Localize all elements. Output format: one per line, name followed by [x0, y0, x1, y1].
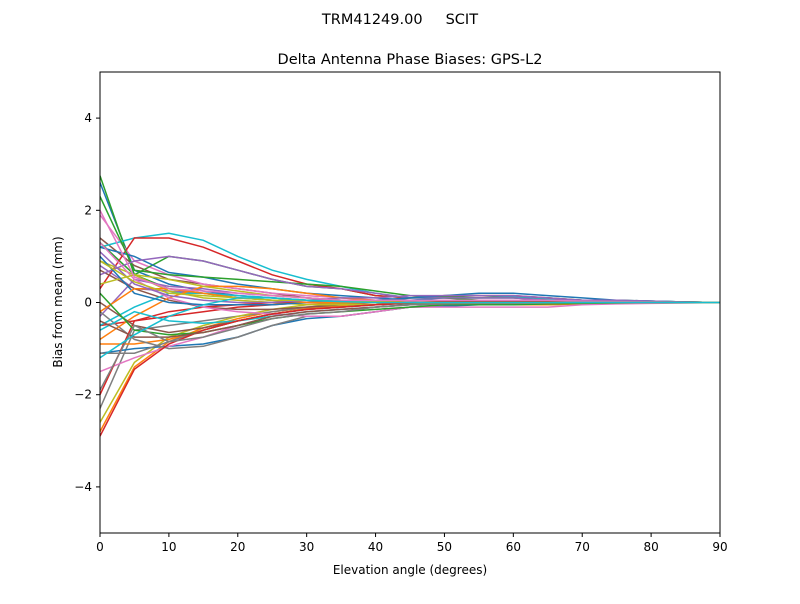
- y-tick-label: 0: [84, 296, 92, 310]
- series-lines: [100, 175, 720, 437]
- y-tick-label: −4: [74, 480, 92, 494]
- x-tick-label: 80: [643, 540, 658, 554]
- series-line-s3: [100, 175, 720, 304]
- x-tick-label: 40: [368, 540, 383, 554]
- series-line-s40: [100, 297, 720, 359]
- chart-title: Delta Antenna Phase Biases: GPS-L2: [278, 52, 543, 68]
- y-axis: −4 −2 0 2 4: [74, 111, 100, 494]
- series-line-s24: [100, 301, 720, 396]
- series-line-s23: [100, 196, 720, 304]
- series-line-s35: [100, 251, 720, 304]
- y-axis-label: Bias from mean (mm): [51, 236, 65, 367]
- x-tick-label: 20: [230, 540, 245, 554]
- x-tick-label: 0: [96, 540, 104, 554]
- series-line-s37: [100, 209, 720, 304]
- x-tick-label: 70: [575, 540, 590, 554]
- x-tick-label: 90: [712, 540, 727, 554]
- figure-suptitle: TRM41249.00 SCIT: [321, 12, 478, 28]
- y-tick-label: 4: [84, 111, 92, 125]
- series-line-s9: [100, 301, 720, 423]
- y-tick-label: −2: [74, 388, 92, 402]
- series-line-s8: [100, 301, 720, 409]
- x-axis: 0 10 20 30 40 50 60 70 80 90: [96, 533, 728, 554]
- series-line-s34: [100, 300, 720, 437]
- y-tick-label: 2: [84, 203, 92, 217]
- series-line-s28: [100, 301, 720, 354]
- series-line-s11: [100, 301, 720, 354]
- x-tick-label: 10: [161, 540, 176, 554]
- x-axis-label: Elevation angle (degrees): [333, 563, 487, 577]
- x-tick-label: 30: [299, 540, 314, 554]
- x-tick-label: 50: [437, 540, 452, 554]
- series-line-s18: [100, 301, 720, 350]
- x-tick-label: 60: [506, 540, 521, 554]
- series-line-s2: [100, 300, 720, 432]
